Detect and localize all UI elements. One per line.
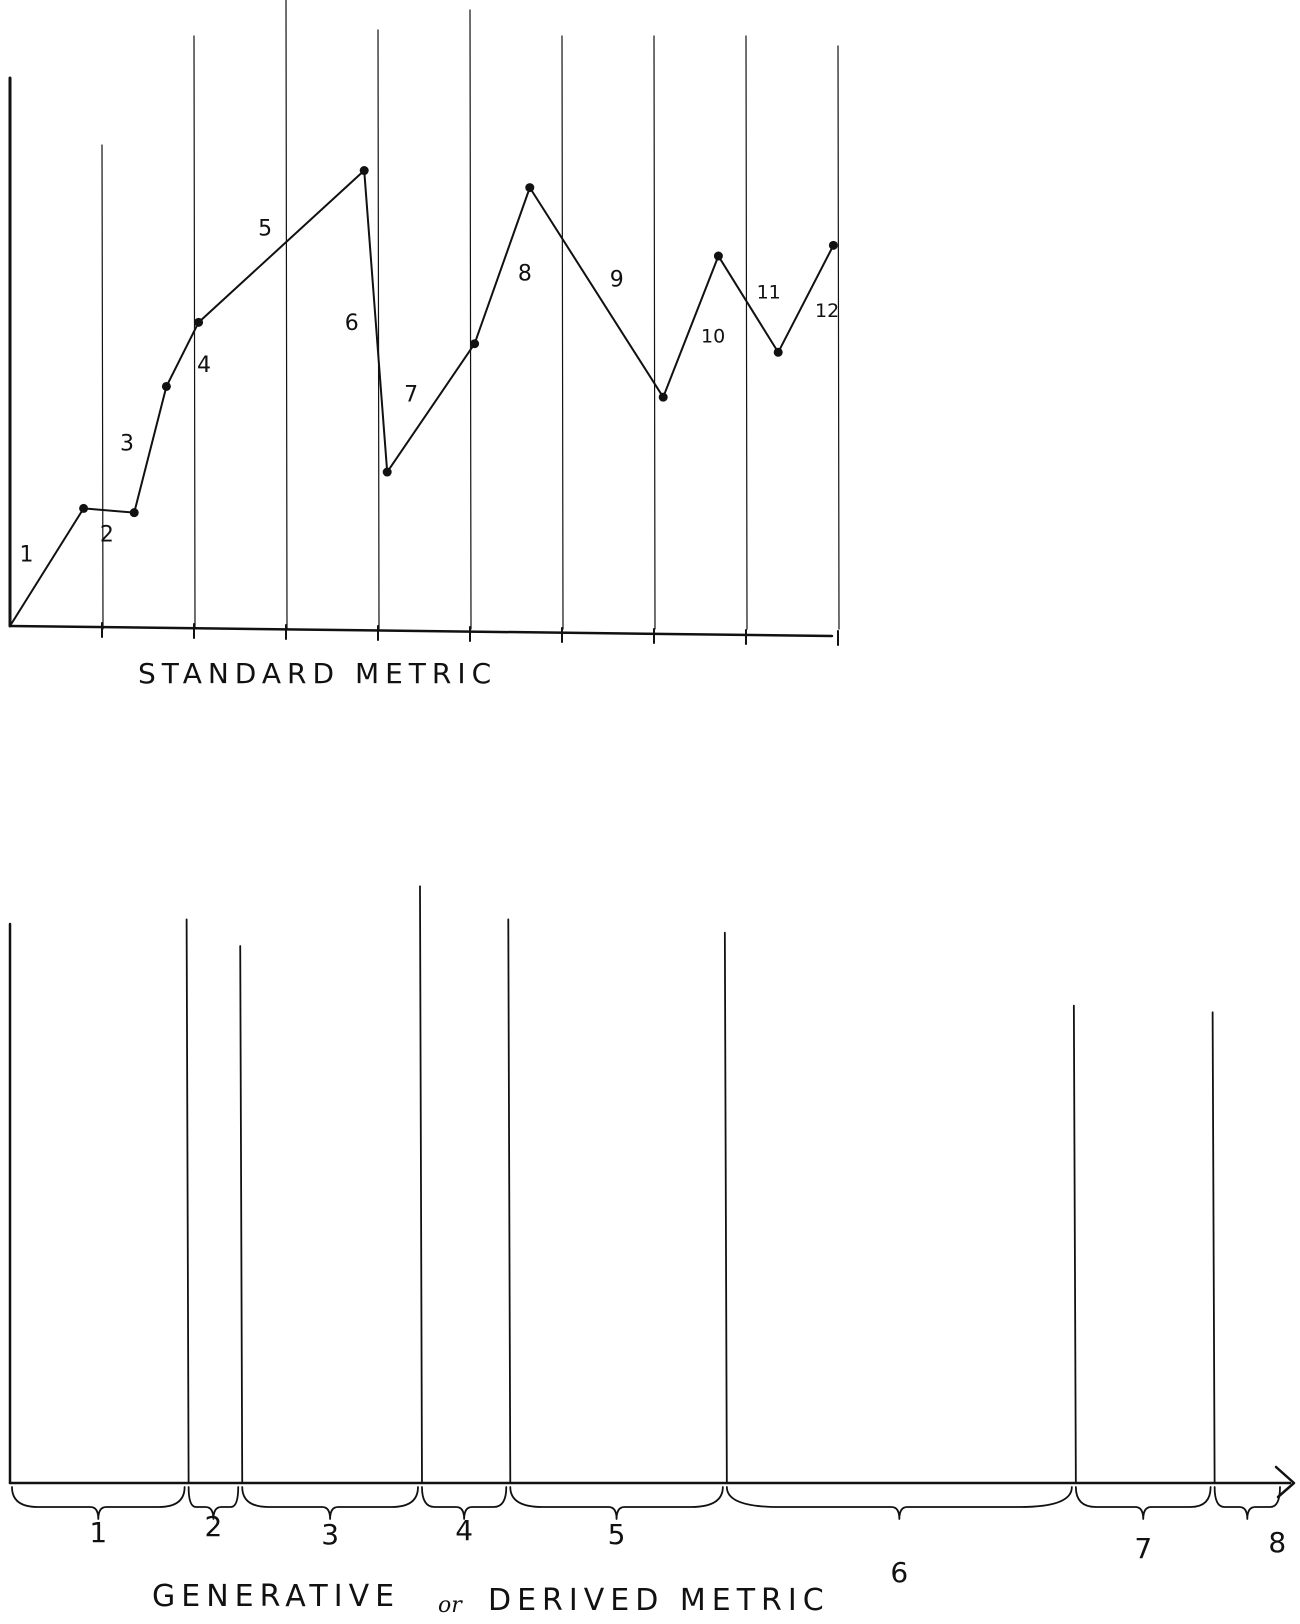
standard-segment-label: 12	[815, 300, 839, 322]
standard-segment-label: 5	[258, 217, 272, 242]
derived-metric-caption-start: GENERATIVE	[152, 1579, 400, 1614]
derived-interval-brace	[11, 1486, 186, 1520]
standard-data-point	[194, 317, 204, 327]
standard-data-point	[359, 166, 369, 176]
derived-metric-panel: 1 2 3 4 5 6 7 8 GENERATIVE or DERIVED METRIC	[8, 885, 1296, 1618]
standard-segment-label: 6	[345, 311, 359, 336]
derived-interval-label: 2	[205, 1510, 223, 1543]
standard-segment-label: 9	[610, 268, 624, 293]
derived-interval-label: 8	[1268, 1526, 1286, 1559]
standard-segment-label: 7	[404, 382, 418, 407]
derived-metric-caption-end: DERIVED METRIC	[488, 1583, 830, 1618]
standard-gridline	[561, 35, 564, 630]
standard-gridline	[285, 0, 288, 630]
standard-data-point	[828, 240, 838, 250]
standard-data-point	[470, 339, 480, 349]
standard-segment	[717, 255, 780, 354]
derived-interval-label: 7	[1134, 1532, 1152, 1565]
derived-interval-brace	[1074, 1486, 1212, 1520]
derived-metric-interval-labels: 1 2 3 4 5 6 7 8	[89, 1510, 1286, 1589]
standard-gridline	[101, 144, 104, 630]
standard-segment-label: 3	[120, 432, 134, 457]
standard-segment	[662, 255, 720, 399]
derived-metric-event-lines	[185, 885, 1216, 1484]
standard-segment-label: 4	[197, 353, 211, 378]
standard-segment	[386, 342, 476, 474]
standard-segment	[528, 186, 665, 399]
derived-event-line	[419, 885, 423, 1484]
standard-gridline	[837, 45, 840, 630]
standard-gridline	[377, 29, 380, 630]
standard-segment-label: 11	[757, 281, 781, 303]
derived-interval-label: 5	[608, 1518, 626, 1551]
standard-data-point	[161, 381, 171, 391]
standard-segment	[165, 321, 200, 388]
standard-segment-label: 1	[19, 542, 33, 567]
standard-segment	[197, 169, 366, 324]
standard-gridline	[653, 35, 656, 630]
standard-data-point	[773, 347, 783, 357]
standard-metric-segments	[9, 169, 835, 627]
standard-metric-gridlines	[101, 0, 840, 630]
standard-segment	[9, 507, 85, 627]
standard-x-axis	[8, 624, 834, 638]
standard-segment-label: 10	[701, 325, 725, 347]
derived-event-line	[1211, 1011, 1216, 1484]
standard-metric-points	[79, 166, 838, 518]
derived-metric-interval-braces	[11, 1486, 1281, 1520]
derived-event-line	[239, 945, 244, 1484]
standard-metric-caption: STANDARD METRIC	[138, 657, 497, 690]
derived-event-line	[185, 918, 190, 1484]
derived-event-line	[507, 918, 512, 1484]
standard-data-point	[525, 183, 535, 193]
standard-data-point	[129, 508, 139, 518]
derived-interval-brace	[509, 1486, 724, 1520]
standard-segment	[82, 507, 136, 514]
derived-metric-caption-or: or	[438, 1593, 463, 1618]
derived-interval-brace	[187, 1486, 240, 1520]
standard-segment	[363, 169, 389, 474]
derived-event-line	[723, 931, 728, 1484]
standard-data-point	[79, 503, 89, 513]
standard-metric-ticks	[101, 622, 839, 646]
derived-interval-label: 4	[455, 1514, 473, 1547]
standard-segment	[133, 385, 168, 514]
derived-interval-label: 6	[890, 1556, 908, 1589]
standard-segment-label: 2	[100, 522, 114, 547]
standard-data-point	[658, 392, 668, 402]
standard-segment	[777, 244, 835, 354]
standard-gridline	[745, 35, 748, 630]
derived-interval-brace	[421, 1486, 508, 1520]
standard-segment	[473, 186, 531, 345]
standard-segment-label: 8	[518, 262, 532, 287]
standard-data-point	[713, 251, 723, 261]
derived-interval-label: 1	[89, 1516, 107, 1549]
derived-x-axis-arrowhead	[1274, 1465, 1296, 1499]
derived-event-line	[1072, 1004, 1077, 1484]
derived-interval-brace	[725, 1486, 1073, 1520]
standard-gridline	[469, 9, 472, 630]
derived-interval-label: 3	[321, 1518, 339, 1551]
derived-interval-brace	[241, 1486, 419, 1520]
derived-interval-brace	[1213, 1486, 1281, 1520]
standard-data-point	[382, 467, 392, 477]
